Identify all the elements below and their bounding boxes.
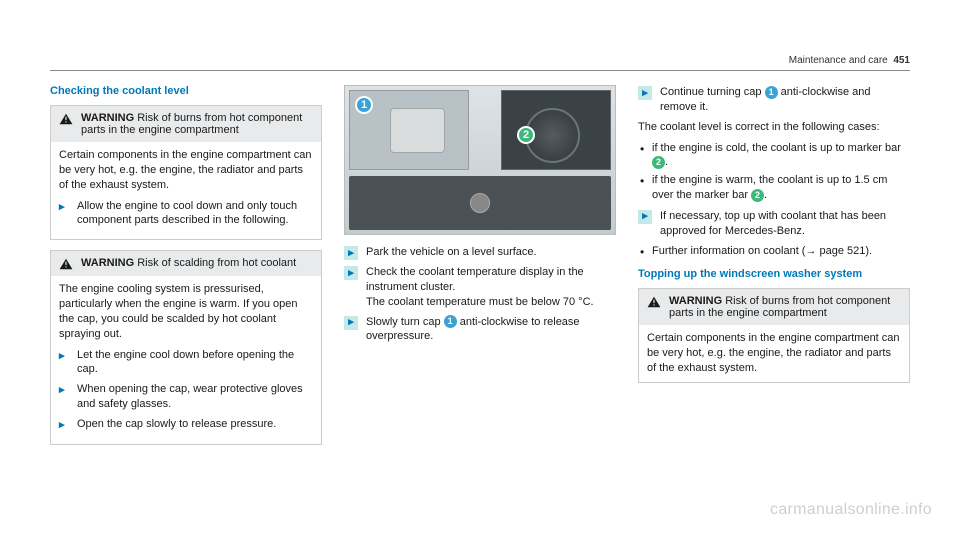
- bullet-list: if the engine is cold, the coolant is up…: [638, 141, 910, 203]
- paragraph: The engine cooling system is pressurised…: [51, 282, 321, 341]
- page-number: 451: [893, 55, 910, 66]
- step-text: Park the vehicle on a level surface.: [366, 245, 537, 260]
- arrow-icon: ▸: [59, 349, 69, 364]
- watermark: carmanualsonline.info: [770, 501, 932, 519]
- step-text: Open the cap slowly to release pressure.: [77, 417, 276, 432]
- warning-icon: [59, 258, 73, 270]
- paragraph: Certain components in the engine compart…: [51, 148, 321, 193]
- warning-label: WARNING: [669, 295, 722, 307]
- diagram-reservoir: [390, 108, 445, 153]
- list-item: Further information on coolant (→ page 5…: [638, 244, 910, 259]
- step-row: ▸ Let the engine cool down before opening…: [51, 348, 321, 378]
- step-text: When opening the cap, wear protective gl…: [77, 382, 313, 412]
- arrow-icon: ▸: [59, 383, 69, 398]
- step-text: Check the coolant temperature display in…: [366, 265, 616, 310]
- step-row: ▸ When opening the cap, wear protective g…: [51, 382, 321, 412]
- step-text-b: The coolant temperature must be below 70…: [366, 296, 594, 308]
- arrow-icon: ▸: [638, 210, 652, 224]
- engine-diagram: 1 2: [344, 85, 616, 235]
- bullet-text-b: .: [665, 156, 668, 168]
- ref-circle-1: 1: [765, 86, 778, 99]
- warning-label: WARNING: [81, 112, 134, 124]
- arrow-icon: ▸: [638, 86, 652, 100]
- list-item: if the engine is warm, the coolant is up…: [638, 173, 910, 203]
- step-row: ▸ If necessary, top up with coolant that …: [638, 209, 910, 239]
- arrow-icon: ▸: [344, 316, 358, 330]
- column-1: Checking the coolant level WARNING Risk …: [50, 85, 322, 455]
- section-name: Maintenance and care: [789, 55, 888, 66]
- bullet-text-a: if the engine is warm, the coolant is up…: [652, 174, 887, 201]
- step-text: Slowly turn cap 1 anti-clockwise to rele…: [366, 315, 616, 345]
- warning-group-2: WARNING Risk of scalding from hot coolan…: [50, 250, 322, 445]
- arrow-icon: ▸: [344, 266, 358, 280]
- column-2: 1 2 ▸ Park the vehicle on a level surface…: [344, 85, 616, 455]
- warning-body: Risk of scalding from hot coolant: [137, 257, 296, 269]
- step-text-a: Check the coolant temperature display in…: [366, 266, 584, 293]
- diagram-label-2: 2: [517, 126, 535, 144]
- column-3: ▸ Continue turning cap 1 anti-clockwise …: [638, 85, 910, 455]
- warning-box-burns-2: WARNING Risk of burns from hot component…: [639, 289, 909, 325]
- ref-circle-2: 2: [652, 156, 665, 169]
- arrow-icon: ▸: [344, 246, 358, 260]
- step-text-a: Continue turning cap: [660, 86, 765, 98]
- list-item: if the engine is cold, the coolant is up…: [638, 141, 910, 171]
- warning-text: WARNING Risk of burns from hot component…: [669, 295, 901, 319]
- paragraph: The coolant level is correct in the foll…: [638, 120, 910, 135]
- page-header: Maintenance and care 451: [789, 55, 910, 66]
- header-rule: [50, 70, 910, 71]
- warning-icon: [647, 296, 661, 308]
- step-row: ▸ Check the coolant temperature display …: [344, 265, 616, 310]
- section-title-washer: Topping up the windscreen washer system: [638, 268, 910, 280]
- warning-group-3: WARNING Risk of burns from hot component…: [638, 288, 910, 383]
- warning-text: WARNING Risk of scalding from hot coolan…: [81, 257, 296, 269]
- arrow-icon: ▸: [59, 200, 69, 215]
- step-row: ▸ Continue turning cap 1 anti-clockwise …: [638, 85, 910, 115]
- warning-label: WARNING: [81, 257, 134, 269]
- bullet-text-a: if the engine is cold, the coolant is up…: [652, 142, 901, 154]
- bullet-list: Further information on coolant (→ page 5…: [638, 244, 910, 259]
- step-row: ▸ Park the vehicle on a level surface.: [344, 245, 616, 260]
- warning-box-burns: WARNING Risk of burns from hot component…: [51, 106, 321, 142]
- step-text: Let the engine cool down before opening …: [77, 348, 313, 378]
- step-row: ▸ Allow the engine to cool down and only…: [51, 199, 321, 235]
- step-row: ▸ Open the cap slowly to release pressure…: [51, 417, 321, 439]
- warning-text: WARNING Risk of burns from hot component…: [81, 112, 313, 136]
- diagram-label-1: 1: [355, 96, 373, 114]
- bullet-text-b: .: [764, 189, 767, 201]
- warning-icon: [59, 113, 73, 125]
- diagram-engine-bay: [349, 176, 611, 230]
- step-text: Allow the engine to cool down and only t…: [77, 199, 313, 229]
- ref-circle-1: 1: [444, 315, 457, 328]
- step-text: Continue turning cap 1 anti-clockwise an…: [660, 85, 910, 115]
- arrow-icon: ▸: [59, 418, 69, 433]
- paragraph: Certain components in the engine compart…: [639, 331, 909, 376]
- step-text-a: Slowly turn cap: [366, 316, 444, 328]
- warning-group-1: WARNING Risk of burns from hot component…: [50, 105, 322, 240]
- step-row: ▸ Slowly turn cap 1 anti-clockwise to re…: [344, 315, 616, 345]
- step-text: If necessary, top up with coolant that h…: [660, 209, 910, 239]
- warning-box-scalding: WARNING Risk of scalding from hot coolan…: [51, 251, 321, 276]
- ref-circle-2: 2: [751, 189, 764, 202]
- section-title-coolant: Checking the coolant level: [50, 85, 322, 97]
